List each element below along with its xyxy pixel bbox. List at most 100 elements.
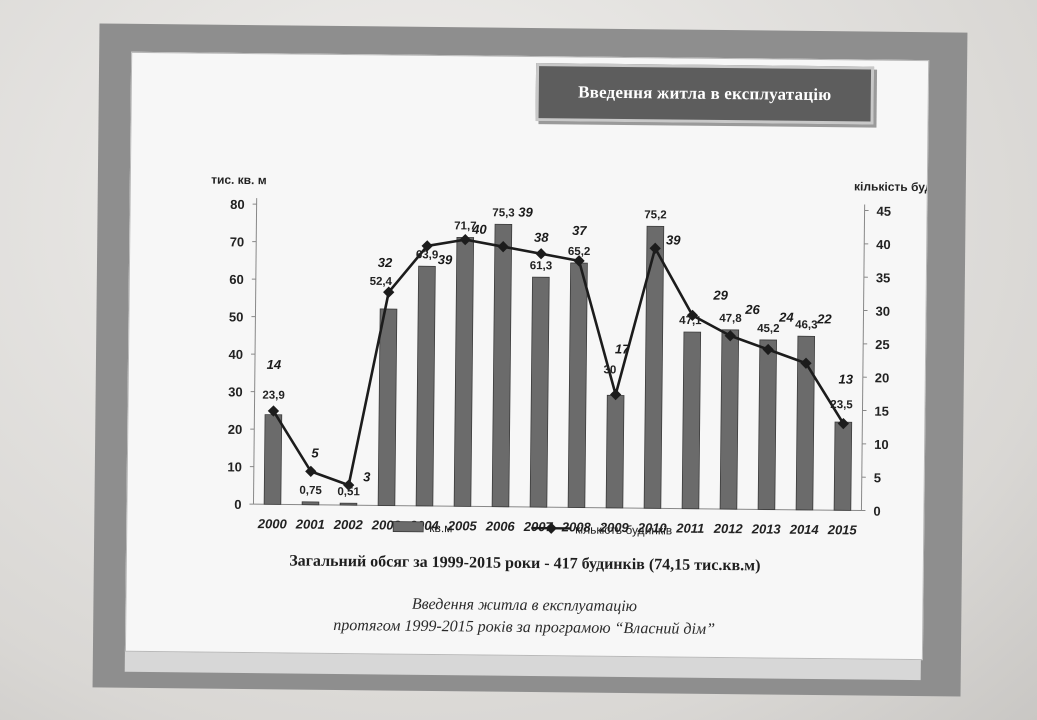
line-value-label: 24 xyxy=(778,310,794,325)
y-left-tick-label: 80 xyxy=(230,197,245,212)
y-left-tick-label: 20 xyxy=(228,422,243,437)
legend-line-label: кількість будинків xyxy=(575,522,672,537)
line-value-label: 3 xyxy=(363,469,371,484)
bar-value-label: 0,75 xyxy=(299,485,322,497)
x-tick-label: 2000 xyxy=(257,516,288,531)
bar-value-label: 47,1 xyxy=(679,315,702,327)
y-left-tick-label: 70 xyxy=(230,234,245,249)
y-right-tick-label: 0 xyxy=(873,504,880,519)
bar-value-label: 45,2 xyxy=(757,323,780,335)
x-tick-label: 2009 xyxy=(599,520,630,535)
y-right-tick-label: 15 xyxy=(874,404,889,419)
legend: кв.м кількість будинків xyxy=(392,521,672,537)
bar-value-label: 75,3 xyxy=(492,207,515,219)
line-value-label: 40 xyxy=(471,222,487,237)
y-right-tick-label: 35 xyxy=(876,270,891,285)
bar-value-label: 65,2 xyxy=(568,246,591,258)
bar xyxy=(795,335,816,511)
bar-value-label: 46,3 xyxy=(795,319,818,331)
chart-panel: Введення житла в експлуатацію тис. кв. м… xyxy=(124,51,930,661)
line-point xyxy=(649,242,661,254)
line-value-label: 17 xyxy=(615,341,630,356)
bar-value-label: 75,2 xyxy=(644,209,667,221)
x-tick-label: 2008 xyxy=(561,519,592,534)
axes-layer: тис. кв. м кількість будинків010203040506… xyxy=(211,173,928,538)
bar-value-label: 52,4 xyxy=(370,276,393,288)
bar xyxy=(377,308,398,506)
x-tick-label: 2015 xyxy=(827,522,858,537)
y-right-axis-line xyxy=(860,204,866,511)
line-point xyxy=(837,417,850,430)
y-right-axis-title: кількість будинків xyxy=(854,179,928,194)
x-tick-label: 2011 xyxy=(675,521,704,536)
sheet-inner-frame: Введення житла в експлуатацію тис. кв. м… xyxy=(124,51,930,681)
y-right-tick-label: 10 xyxy=(874,437,889,452)
line-point xyxy=(573,255,585,267)
y-right-tick-label: 25 xyxy=(875,337,890,352)
x-tick-label: 2001 xyxy=(295,517,325,532)
bar xyxy=(719,329,740,510)
line-point xyxy=(535,248,547,260)
y-left-tick-label: 10 xyxy=(227,459,242,474)
legend-bar-swatch xyxy=(392,521,424,533)
x-tick-label: 2013 xyxy=(751,521,782,536)
bar xyxy=(643,225,665,509)
line-value-label: 32 xyxy=(378,255,393,270)
line-value-label: 39 xyxy=(666,232,681,247)
bar-value-label: 23,5 xyxy=(830,399,853,411)
bar xyxy=(263,414,283,505)
bar-value-label: 23,9 xyxy=(262,390,285,402)
line-point xyxy=(724,330,736,342)
y-left-tick-label: 0 xyxy=(234,497,241,512)
x-tick-label: 2005 xyxy=(447,518,478,533)
line-value-label: 39 xyxy=(518,204,533,219)
bar xyxy=(339,502,358,506)
bar xyxy=(833,421,853,511)
x-tick-label: 2007 xyxy=(523,519,554,534)
data-labels-layer: 23,9 0,75 0,51 52,4 63,9 71,7 75,3 61,3 65,2 30 75… xyxy=(262,204,854,498)
caption-line-2: протягом 1999-2015 років за програмою “В… xyxy=(333,616,716,638)
line-value-label: 22 xyxy=(816,311,832,326)
bar-value-label: 63,9 xyxy=(416,249,439,261)
y-right-tick-label: 40 xyxy=(876,237,891,252)
line-point xyxy=(800,357,812,369)
summary-text: Загальний обсяг за 1999-2015 роки - 417 … xyxy=(289,552,761,575)
line-point xyxy=(686,309,699,322)
bar-value-label: 47,8 xyxy=(719,313,742,325)
y-left-tick-label: 40 xyxy=(228,347,243,362)
bar-value-label: 0,51 xyxy=(337,486,360,498)
series-line xyxy=(272,238,845,487)
y-right-tick-label: 30 xyxy=(875,304,890,319)
line-value-label: 26 xyxy=(744,302,760,317)
legend-bar-label: кв.м xyxy=(429,521,452,535)
x-tick-label: 2006 xyxy=(485,519,516,534)
x-tick-label: 2014 xyxy=(789,522,820,537)
line-point xyxy=(609,388,622,401)
bar xyxy=(529,276,550,508)
line-value-label: 39 xyxy=(438,252,453,267)
y-right-tick-label: 45 xyxy=(876,204,891,219)
line-point xyxy=(459,233,471,246)
x-tick-label: 2002 xyxy=(333,517,364,532)
y-left-axis-line xyxy=(252,198,258,505)
bar xyxy=(567,262,588,508)
bar-value-label: 61,3 xyxy=(530,260,553,272)
y-left-tick-label: 30 xyxy=(228,384,243,399)
line-value-label: 29 xyxy=(712,288,728,303)
x-tick-label: 2012 xyxy=(713,521,744,536)
bars-layer xyxy=(263,223,853,511)
line-value-label: 38 xyxy=(534,230,549,245)
line-value-label: 37 xyxy=(572,223,587,238)
y-right-tick-label: 5 xyxy=(874,470,881,485)
y-left-tick-label: 50 xyxy=(229,309,244,324)
y-left-tick-label: 60 xyxy=(229,272,244,287)
bar xyxy=(681,331,702,510)
line-point xyxy=(421,240,433,252)
chart-svg: тис. кв. м кількість будинків010203040506… xyxy=(211,173,928,538)
line-point xyxy=(383,286,395,298)
line-layer xyxy=(267,233,850,491)
line-point xyxy=(267,405,280,417)
bar xyxy=(415,265,436,507)
y-right-tick-label: 20 xyxy=(875,370,890,385)
bar-value-label: 30 xyxy=(603,364,616,376)
